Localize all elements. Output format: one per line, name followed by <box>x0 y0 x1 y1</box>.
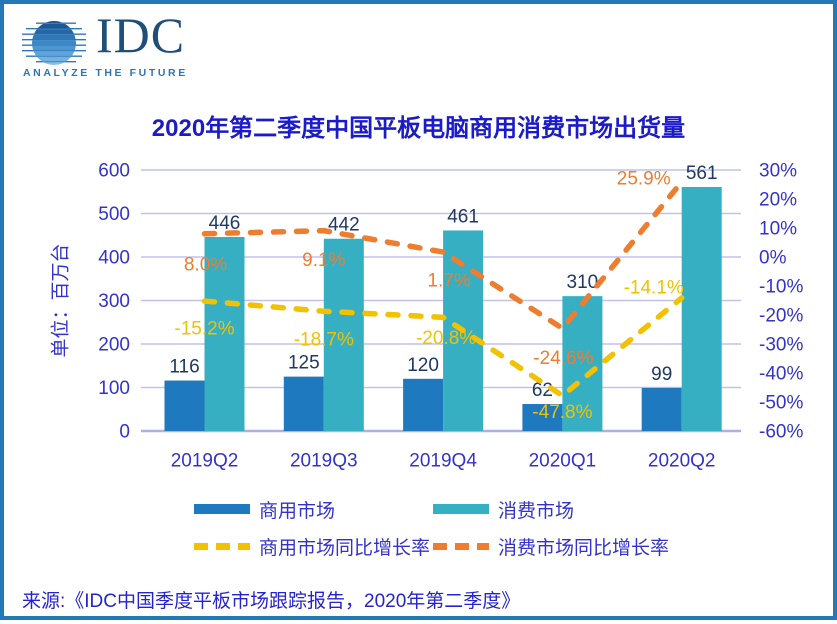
bar-consumer-2019Q2 <box>204 236 245 431</box>
growth-value-label: -24.6% <box>533 348 593 369</box>
bar-consumer-2019Q3 <box>323 238 364 431</box>
right-axis-tick-label: -10% <box>759 277 803 298</box>
bar-value-label: 446 <box>209 213 241 234</box>
left-axis-tick-label: 600 <box>98 161 130 182</box>
bar-value-label: 561 <box>686 163 718 184</box>
bar-commercial-2020Q2 <box>641 387 682 431</box>
left-axis-tick-label: 100 <box>98 378 130 399</box>
bar-commercial-2019Q3 <box>283 376 324 431</box>
right-axis-tick-label: 10% <box>759 219 797 240</box>
x-axis-label: 2019Q2 <box>171 451 239 472</box>
left-axis-tick-label: 500 <box>98 204 130 225</box>
right-axis-tick-label: 30% <box>759 161 797 182</box>
idc-logo-tagline: ANALYZE THE FUTURE <box>23 67 188 79</box>
bar-value-label: 461 <box>447 206 479 227</box>
legend-item-commercial: 商用市场 <box>194 498 336 522</box>
legend-swatch-consumer-growth <box>433 542 489 550</box>
legend-swatch-commercial <box>194 504 250 514</box>
legend-label-commercial: 商用市场 <box>259 500 336 522</box>
right-axis-tick-label: 20% <box>759 190 797 211</box>
left-axis-tick-label: 200 <box>98 335 130 356</box>
left-axis-title: 单位：百万台 <box>50 243 72 357</box>
bar-commercial-2019Q4 <box>403 378 444 431</box>
right-axis-tick-label: -50% <box>759 393 803 414</box>
legend-swatch-commercial-growth <box>194 542 250 550</box>
legend-item-consumer-growth: 消费市场同比增长率 <box>433 535 670 559</box>
right-axis-tick-label: -60% <box>759 422 803 443</box>
right-axis-tick-label: -20% <box>759 306 803 327</box>
growth-value-label: 1.7% <box>427 271 470 292</box>
x-axis-label: 2019Q3 <box>290 451 358 472</box>
left-axis-tick-label: 300 <box>98 291 130 312</box>
growth-value-label: 25.9% <box>617 168 671 189</box>
growth-value-label: 9.1% <box>302 250 345 271</box>
idc-logo: IDC ANALYZE THE FUTURE <box>22 7 202 86</box>
legend-label-commercial-growth: 商用市场同比增长率 <box>259 537 431 559</box>
consumer-growth-line <box>201 179 685 332</box>
bar-value-label: 99 <box>651 364 672 385</box>
x-axis-label: 2020Q1 <box>529 451 597 472</box>
left-axis-tick-label: 400 <box>98 248 130 269</box>
growth-value-label: -15.2% <box>174 319 234 340</box>
idc-globe-icon <box>22 21 86 65</box>
growth-value-label: -18.7% <box>294 330 354 351</box>
chart-title: 2020年第二季度中国平板电脑商用消费市场出货量 <box>151 115 686 142</box>
legend-item-consumer: 消费市场 <box>433 498 575 522</box>
bar-commercial-2019Q2 <box>164 380 205 431</box>
chart-plot-area: 600 500 400 300 200 100 0 30% 20% 10% 0% -10% -20% -3… <box>50 161 804 472</box>
bar-value-label: 125 <box>288 353 320 374</box>
commercial-growth-line <box>201 295 685 400</box>
idc-logo-text: IDC <box>96 7 186 63</box>
growth-value-label: -14.1% <box>624 277 684 298</box>
growth-value-label: -47.8% <box>532 402 592 423</box>
growth-value-label: 8.0% <box>184 254 227 275</box>
x-axis-label: 2020Q2 <box>648 451 716 472</box>
legend-label-consumer: 消费市场 <box>498 500 575 522</box>
legend-item-commercial-growth: 商用市场同比增长率 <box>194 535 431 559</box>
left-axis-tick-label: 0 <box>119 422 130 443</box>
bar-value-label: 442 <box>328 215 360 236</box>
bar-commercial-2020Q1 <box>522 404 563 431</box>
right-axis-tick-label: -30% <box>759 335 803 356</box>
legend-label-consumer-growth: 消费市场同比增长率 <box>498 537 670 559</box>
bar-value-label: 116 <box>169 357 199 378</box>
x-axis-label: 2019Q4 <box>409 451 477 472</box>
bar-value-label: 310 <box>567 272 599 293</box>
source-note: 来源:《IDC中国季度平板市场跟踪报告，2020年第二季度》 <box>22 591 521 612</box>
bar-value-label: 62 <box>532 380 553 401</box>
bar-consumer-2020Q2 <box>681 186 722 431</box>
legend-swatch-consumer <box>433 504 489 514</box>
right-axis-tick-label: -40% <box>759 364 803 385</box>
bar-value-label: 120 <box>407 355 439 376</box>
right-axis-tick-label: 0% <box>759 248 787 269</box>
growth-value-label: -20.8% <box>416 328 476 349</box>
